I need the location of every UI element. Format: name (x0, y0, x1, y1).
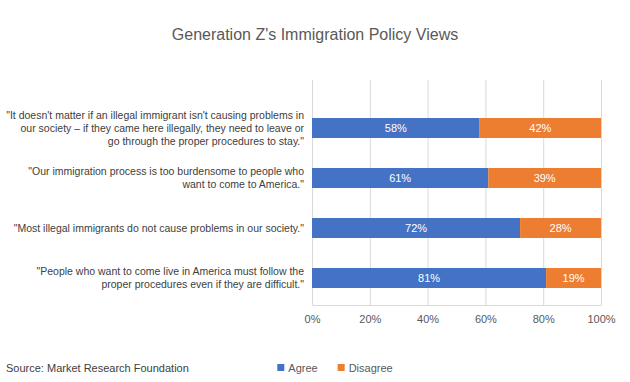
bar (312, 118, 480, 138)
tick-label: 0% (305, 313, 321, 325)
legend-label: Disagree (349, 362, 393, 374)
chart: Generation Z's Immigration Policy Views 0… (0, 0, 630, 382)
tick: 100% (587, 80, 615, 325)
grid-line (601, 80, 602, 305)
tick: 40% (417, 80, 439, 325)
tick-label: 100% (587, 313, 615, 325)
bar (488, 168, 601, 188)
bar (312, 268, 546, 288)
category-label: "Most illegal immigrants do not cause pr… (14, 222, 305, 234)
bar (520, 218, 601, 238)
legend-item: Disagree (338, 362, 393, 374)
data-label: 28% (550, 222, 572, 234)
data-label: 58% (385, 122, 407, 134)
category-label: "Our immigration process is too burdenso… (28, 165, 304, 190)
data-label: 39% (534, 172, 556, 184)
background (0, 0, 630, 382)
tick-label: 80% (533, 313, 555, 325)
tick-label: 60% (475, 313, 497, 325)
data-label: 72% (405, 222, 427, 234)
tick: 60% (475, 80, 497, 325)
bar (312, 168, 488, 188)
data-label: 61% (389, 172, 411, 184)
bar (546, 268, 601, 288)
data-label: 81% (418, 272, 440, 284)
tick: 20% (359, 80, 381, 325)
bar (312, 218, 520, 238)
data-label: 19% (563, 272, 585, 284)
category-labels: "It doesn't matter if an illegal immigra… (6, 109, 304, 290)
category-label: "People who want to come live in America… (36, 265, 304, 290)
data-labels: 58% 61% 72% 81% 42% 39% 28% 19% (385, 122, 585, 284)
tick: 80% (533, 80, 555, 325)
bars (312, 118, 601, 288)
tick: 0% (305, 80, 321, 325)
tick-label: 40% (417, 313, 439, 325)
annotation: Source: Market Research Foundation (6, 362, 189, 374)
legend: Agree Disagree (277, 362, 392, 374)
category-label: "It doesn't matter if an illegal immigra… (6, 109, 304, 147)
title: Generation Z's Immigration Policy Views (172, 26, 458, 43)
axis-line (313, 305, 602, 306)
x-axis: 0% 20% 40% 60% 80% 100% (305, 80, 616, 325)
legend-swatch (338, 364, 345, 371)
legend-label: Agree (288, 362, 317, 374)
tick-label: 20% (359, 313, 381, 325)
data-label: 42% (529, 122, 551, 134)
bar (480, 118, 601, 138)
legend-swatch (277, 364, 284, 371)
legend-item: Agree (277, 362, 317, 374)
